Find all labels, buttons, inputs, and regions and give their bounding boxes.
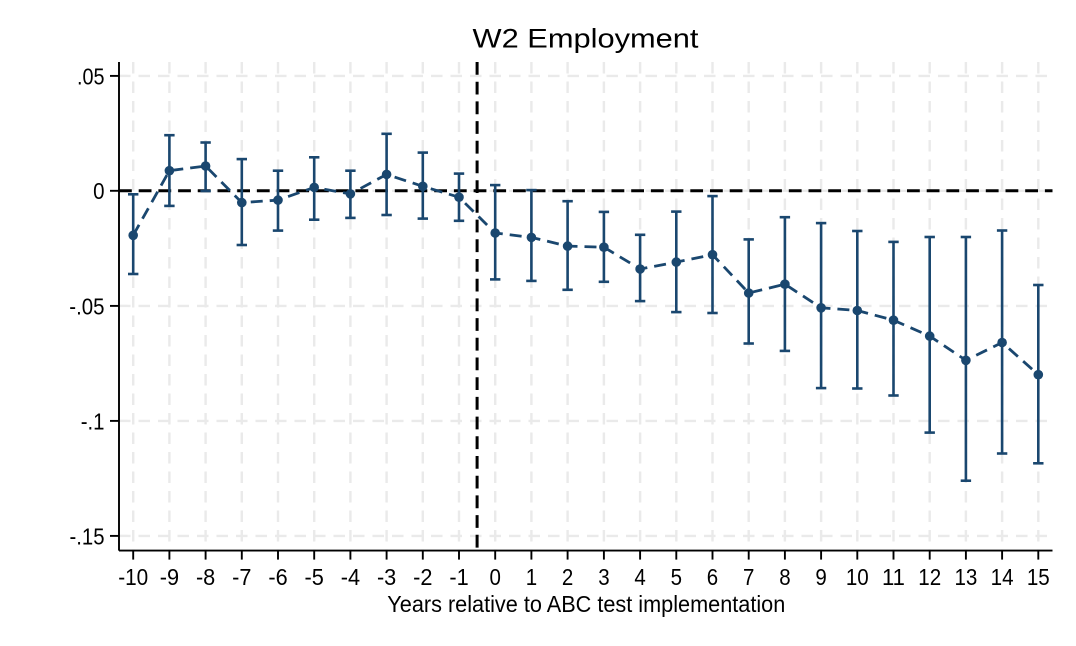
svg-text:-5: -5 — [305, 564, 324, 590]
svg-text:15: 15 — [1027, 564, 1050, 590]
svg-text:-.05: -.05 — [69, 293, 104, 319]
svg-text:11: 11 — [882, 564, 905, 590]
svg-text:-7: -7 — [232, 564, 251, 590]
svg-text:1: 1 — [526, 564, 537, 590]
svg-text:13: 13 — [954, 564, 977, 590]
svg-text:-6: -6 — [268, 564, 287, 590]
svg-text:10: 10 — [846, 564, 869, 590]
svg-text:5: 5 — [671, 564, 682, 590]
svg-text:-4: -4 — [341, 564, 360, 590]
svg-text:-.15: -.15 — [70, 523, 105, 549]
svg-text:2: 2 — [562, 564, 573, 590]
svg-text:14: 14 — [991, 564, 1014, 590]
svg-text:-9: -9 — [160, 564, 179, 590]
svg-text:9: 9 — [815, 564, 826, 590]
svg-text:4: 4 — [634, 564, 646, 590]
svg-text:-2: -2 — [413, 564, 432, 590]
svg-text:-.1: -.1 — [81, 408, 105, 434]
svg-text:3: 3 — [598, 564, 609, 590]
svg-text:0: 0 — [93, 178, 104, 204]
svg-text:-3: -3 — [377, 564, 396, 590]
svg-text:-10: -10 — [118, 564, 148, 590]
svg-text:W2 Employment: W2 Employment — [473, 24, 700, 54]
svg-text:7: 7 — [743, 564, 754, 590]
svg-text:-1: -1 — [449, 564, 468, 590]
svg-text:12: 12 — [918, 564, 941, 590]
svg-text:-8: -8 — [196, 564, 215, 590]
svg-text:6: 6 — [707, 564, 718, 590]
svg-text:8: 8 — [779, 564, 790, 590]
svg-text:0: 0 — [490, 564, 501, 590]
svg-text:.05: .05 — [77, 63, 105, 89]
svg-text:Years relative to ABC test imp: Years relative to ABC test implementatio… — [387, 591, 785, 617]
